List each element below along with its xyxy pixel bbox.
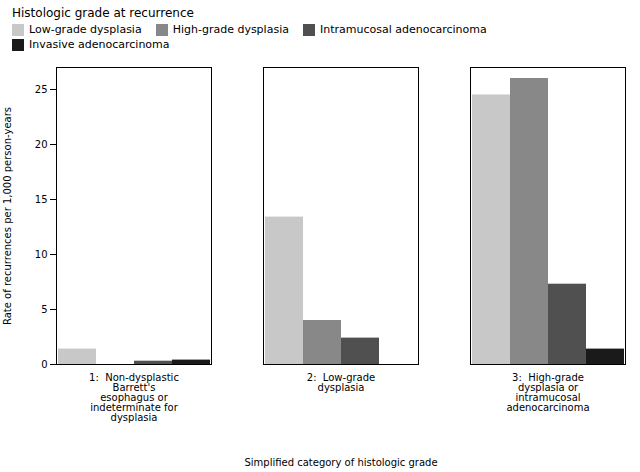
html-text:Low-grade dysplasia: Low-grade dysplasia: [29, 23, 142, 36]
svg-text:5: 5: [41, 304, 47, 315]
html-text:Invasive adenocarcinoma: Invasive adenocarcinoma: [29, 38, 170, 51]
svg-text:2: Low-gradedysplasia: 2: Low-gradedysplasia: [307, 372, 375, 393]
svg-text:Simplified category of histolo: Simplified category of histologic grade: [244, 457, 437, 468]
svg-text:1: Non-dysplasticBarrett'seso: 1: Non-dysplasticBarrett'sesophagus orin…: [89, 372, 179, 423]
svg-text:25: 25: [35, 84, 48, 95]
html-text:Histologic grade at recurrence: Histologic grade at recurrence: [12, 6, 194, 20]
html-text:High-grade dysplasia: High-grade dysplasia: [172, 23, 289, 36]
svg-text:15: 15: [35, 194, 48, 205]
svg-text:10: 10: [35, 249, 48, 260]
html-text:Intramucosal adenocarcinoma: Intramucosal adenocarcinoma: [319, 23, 487, 36]
svg-text:3: High-gradedysplasia orintr: 3: High-gradedysplasia orintramucosalade…: [506, 372, 589, 413]
svg-text:0: 0: [41, 359, 47, 370]
svg-text:Rate of recurrences per 1,000: Rate of recurrences per 1,000 person-yea…: [2, 107, 13, 325]
svg-text:20: 20: [35, 139, 48, 150]
